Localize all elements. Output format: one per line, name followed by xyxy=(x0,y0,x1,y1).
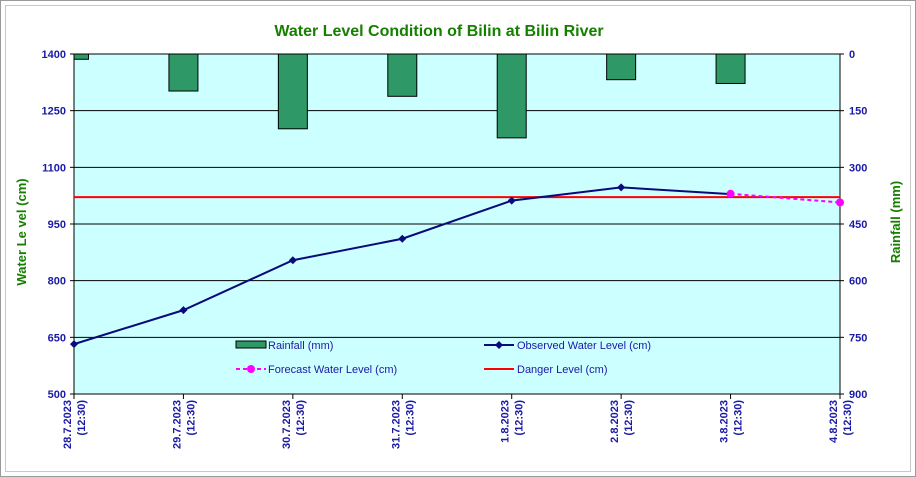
x-tick-label-time: (12:30) xyxy=(733,400,745,436)
y-tick-label: 1100 xyxy=(42,162,66,174)
legend-rainfall-label: Rainfall (mm) xyxy=(268,340,333,352)
y2-axis-title: Rainfall (mm) xyxy=(888,181,903,263)
rainfall-bar xyxy=(277,53,308,130)
legend-forecast-marker xyxy=(247,365,255,373)
y2-tick-label: 150 xyxy=(849,106,867,118)
x-tick-label-time: (12:30) xyxy=(185,400,197,436)
observed-point xyxy=(507,196,516,205)
observed-point xyxy=(398,234,407,243)
legend-observed-label: Observed Water Level (cm) xyxy=(517,340,651,352)
observed-point xyxy=(617,183,626,192)
forecast-water-level-line xyxy=(730,192,841,204)
x-tick-label: 3.8.2023 xyxy=(719,400,731,443)
legend-forecast-label: Forecast Water Level (cm) xyxy=(268,364,397,376)
x-tick-label-time: (12:30) xyxy=(404,400,416,436)
rainfall-bar xyxy=(606,53,637,81)
x-tick-label: 1.8.2023 xyxy=(500,400,512,443)
rainfall-bar xyxy=(715,53,746,84)
x-tick-label: 31.7.2023 xyxy=(390,400,402,449)
y2-tick-label: 900 xyxy=(849,389,867,401)
y-tick-label: 1250 xyxy=(42,106,66,118)
observed-point xyxy=(70,340,78,349)
rainfall-bar xyxy=(168,53,199,92)
chart-title: Water Level Condition of Bilin at Bilin … xyxy=(274,23,603,40)
x-tick-label-time: (12:30) xyxy=(295,400,307,436)
x-tick-label: 4.8.2023 xyxy=(828,400,840,443)
y-tick-label: 950 xyxy=(48,219,66,231)
plot-area: 500 650 800 950 1100 1250 1400 0 150 300 450 600 750… xyxy=(42,49,868,449)
y2-tick-label: 450 xyxy=(849,219,867,231)
x-tick-label-time: (12:30) xyxy=(514,400,526,436)
rainfall-bar xyxy=(387,53,418,97)
y-tick-label: 1400 xyxy=(42,49,66,61)
x-tick-label: 30.7.2023 xyxy=(281,400,293,449)
rainfall-bar xyxy=(73,53,89,60)
forecast-point xyxy=(836,198,844,207)
y-tick-label: 800 xyxy=(48,276,66,288)
x-tick-label: 2.8.2023 xyxy=(609,400,621,443)
x-tick-label-time: (12:30) xyxy=(842,400,854,436)
y2-tick-label: 600 xyxy=(849,276,867,288)
y2-tick-label: 750 xyxy=(849,332,867,344)
forecast-point xyxy=(726,189,735,198)
y-tick-label: 500 xyxy=(48,389,66,401)
observed-point xyxy=(179,306,188,315)
legend-rainfall-swatch xyxy=(235,340,267,349)
observed-point xyxy=(288,256,297,265)
y2-tick-label: 0 xyxy=(849,49,855,61)
x-tick-label: 29.7.2023 xyxy=(171,400,183,449)
x-tick-label: 28.7.2023 xyxy=(62,400,74,449)
legend-danger-label: Danger Level (cm) xyxy=(517,364,607,376)
y-tick-label: 650 xyxy=(48,332,66,344)
x-tick-label-time: (12:30) xyxy=(76,400,88,436)
y2-tick-label: 300 xyxy=(849,162,867,174)
legend-observed-marker xyxy=(495,341,503,349)
x-tick-label-time: (12:30) xyxy=(623,400,635,436)
legend: Rainfall (mm) Observed Water Level (cm) Fo… xyxy=(235,340,651,376)
y-axis-title: Water Le vel (cm) xyxy=(14,178,29,285)
rainfall-bar xyxy=(496,53,527,139)
